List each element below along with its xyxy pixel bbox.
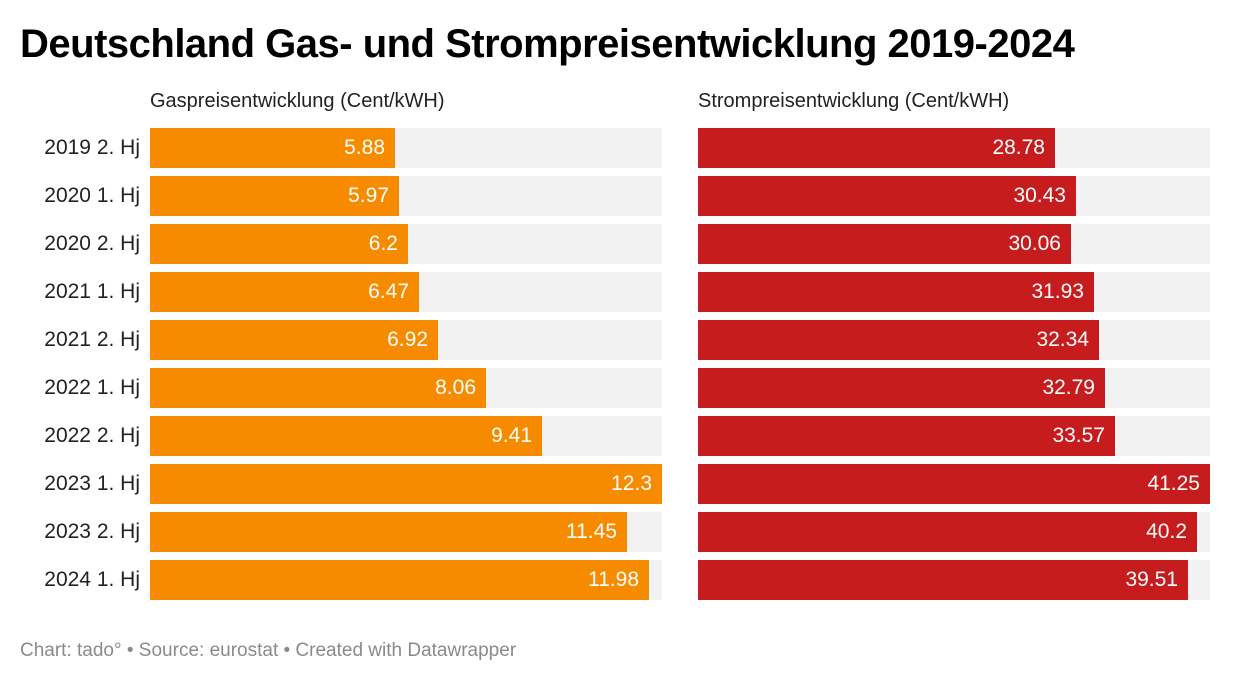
gas-value-label: 6.92 bbox=[387, 328, 428, 351]
strom-value-label: 41.25 bbox=[1147, 472, 1200, 495]
row-label: 2022 2. Hj bbox=[44, 424, 140, 447]
gas-bar bbox=[150, 224, 408, 264]
strom-bar bbox=[698, 224, 1071, 264]
strom-value-label: 28.78 bbox=[992, 136, 1045, 159]
strom-value-label: 30.43 bbox=[1013, 184, 1066, 207]
gas-bar bbox=[150, 176, 399, 216]
gas-bar bbox=[150, 560, 649, 600]
strom-panel-title: Strompreisentwicklung (Cent/kWH) bbox=[698, 90, 1010, 112]
gas-value-label: 12.3 bbox=[611, 472, 652, 495]
strom-bar bbox=[698, 512, 1197, 552]
gas-value-label: 5.97 bbox=[348, 184, 389, 207]
row-label: 2020 1. Hj bbox=[44, 184, 140, 207]
gas-panel-title: Gaspreisentwicklung (Cent/kWH) bbox=[150, 90, 445, 112]
gas-bar bbox=[150, 128, 395, 168]
gas-value-label: 5.88 bbox=[344, 136, 385, 159]
gas-value-label: 8.06 bbox=[435, 376, 476, 399]
gas-value-label: 6.2 bbox=[368, 232, 398, 255]
gas-bar bbox=[150, 512, 627, 552]
strom-value-label: 32.79 bbox=[1042, 376, 1095, 399]
row-label: 2022 1. Hj bbox=[44, 376, 140, 399]
row-label: 2023 2. Hj bbox=[44, 520, 140, 543]
gas-bar bbox=[150, 464, 662, 504]
strom-value-label: 33.57 bbox=[1052, 424, 1105, 447]
strom-value-label: 40.2 bbox=[1146, 520, 1187, 543]
chart-title: Deutschland Gas- und Strompreisentwicklu… bbox=[20, 22, 1075, 66]
row-label: 2024 1. Hj bbox=[44, 568, 140, 591]
strom-bar bbox=[698, 464, 1210, 504]
gas-value-label: 11.45 bbox=[566, 520, 617, 543]
strom-bar bbox=[698, 272, 1094, 312]
gas-bar bbox=[150, 416, 542, 456]
strom-bar bbox=[698, 320, 1099, 360]
strom-value-label: 39.51 bbox=[1125, 568, 1178, 591]
gas-value-label: 6.47 bbox=[368, 280, 409, 303]
strom-bar bbox=[698, 128, 1055, 168]
row-label: 2021 2. Hj bbox=[44, 328, 140, 351]
gas-value-label: 9.41 bbox=[491, 424, 532, 447]
gas-value-label: 11.98 bbox=[588, 568, 639, 591]
row-label: 2020 2. Hj bbox=[44, 232, 140, 255]
strom-bar bbox=[698, 176, 1076, 216]
strom-value-label: 30.06 bbox=[1008, 232, 1061, 255]
strom-bar bbox=[698, 368, 1105, 408]
strom-value-label: 32.34 bbox=[1036, 328, 1089, 351]
row-label: 2023 1. Hj bbox=[44, 472, 140, 495]
gas-bar bbox=[150, 272, 419, 312]
strom-bar bbox=[698, 416, 1115, 456]
gas-bar bbox=[150, 320, 438, 360]
strom-bar bbox=[698, 560, 1188, 600]
gas-bar bbox=[150, 368, 486, 408]
chart-footer: Chart: tado° • Source: eurostat • Create… bbox=[20, 640, 517, 661]
row-label: 2019 2. Hj bbox=[44, 136, 140, 159]
row-label: 2021 1. Hj bbox=[44, 280, 140, 303]
strom-value-label: 31.93 bbox=[1031, 280, 1084, 303]
